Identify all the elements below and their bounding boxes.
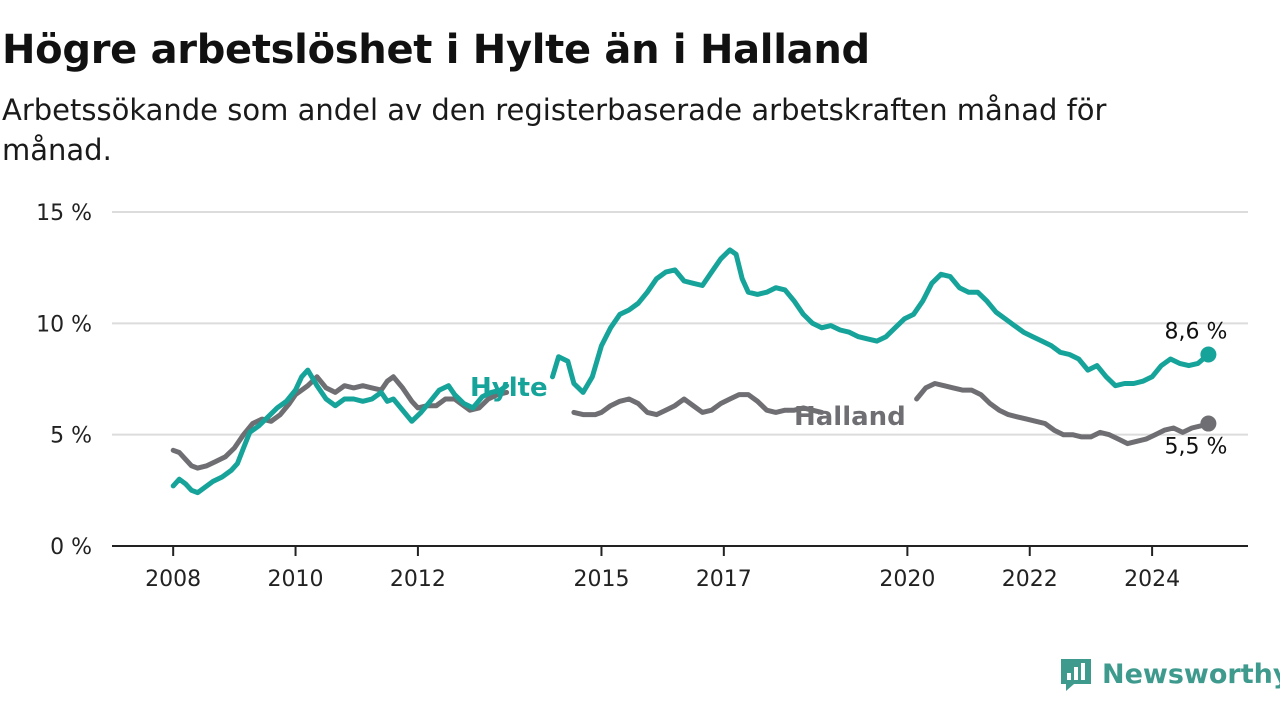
y-axis-labels: 0 % 5 % 10 % 15 % [36, 201, 92, 560]
y-tick-label: 15 % [36, 201, 92, 226]
chart-subtitle: Arbetssökande som andel av den registerb… [2, 93, 1107, 167]
x-tick-label: 2010 [268, 567, 324, 592]
end-marker-halland [1200, 415, 1217, 432]
y-tick-label: 0 % [50, 535, 92, 560]
x-tick-label: 2020 [879, 567, 935, 592]
series-markers [1200, 346, 1217, 432]
brand-name: Newsworthy [1102, 658, 1280, 690]
x-tick-label: 2012 [390, 567, 446, 592]
x-tick-label: 2017 [696, 567, 752, 592]
series-labels: Hylte Halland 8,6 % 5,5 % [470, 320, 1227, 460]
x-tick-label: 2024 [1124, 567, 1180, 592]
x-tick-label: 2015 [573, 567, 629, 592]
x-tick-label: 2008 [145, 567, 201, 592]
end-label-halland: 5,5 % [1165, 435, 1228, 460]
brand-logo: Newsworthy [1058, 654, 1280, 694]
y-tick-label: 5 % [50, 424, 92, 449]
end-marker-hylte [1200, 346, 1217, 363]
series-line-hylte [170, 247, 1211, 496]
end-label-hylte: 8,6 % [1165, 320, 1228, 345]
x-axis: 2008 2010 2012 2015 2017 2020 2022 2024 [112, 545, 1248, 592]
series-lines [170, 247, 1211, 496]
chart-title: Högre arbetslöshet i Hylte än i Halland [2, 27, 870, 73]
x-tick-label: 2022 [1002, 567, 1058, 592]
series-line-halland [170, 374, 1211, 471]
series-label-halland: Halland [794, 402, 906, 432]
y-tick-label: 10 % [36, 312, 92, 337]
line-chart: 0 %5 %10 %15 % 2008 2010 2012 2015 2017 2020 2… [36, 201, 1248, 592]
series-label-hylte: Hylte [470, 373, 548, 403]
bar-chart-speech-icon [1061, 659, 1091, 691]
